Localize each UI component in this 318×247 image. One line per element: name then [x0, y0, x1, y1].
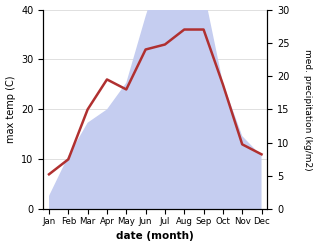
Y-axis label: med. precipitation (kg/m2): med. precipitation (kg/m2): [303, 49, 313, 170]
Y-axis label: max temp (C): max temp (C): [5, 76, 16, 143]
X-axis label: date (month): date (month): [116, 231, 194, 242]
